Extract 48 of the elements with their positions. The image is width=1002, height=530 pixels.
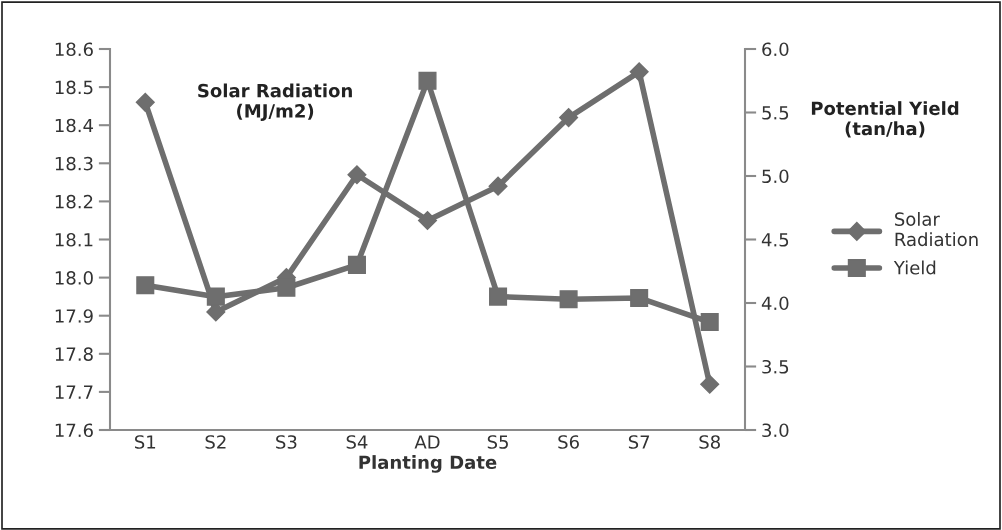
point bbox=[700, 313, 719, 332]
y2-tick-label: 5.5 bbox=[762, 106, 789, 120]
y2-tick-label: 4.0 bbox=[761, 296, 789, 311]
y-tick-label: 18.3 bbox=[55, 156, 93, 171]
y2-tick-label: 3.0 bbox=[762, 423, 789, 438]
point bbox=[630, 288, 649, 307]
y2-tick-label: 3.5 bbox=[762, 359, 789, 374]
legend-label: Yield bbox=[893, 260, 936, 275]
x-tick-label: S3 bbox=[276, 435, 297, 449]
y-tick-label: 18.5 bbox=[55, 80, 93, 95]
point bbox=[488, 176, 508, 196]
y2-tick-label: 6.0 bbox=[762, 42, 789, 57]
y-tick-label: 17.6 bbox=[55, 423, 93, 438]
point bbox=[559, 108, 579, 128]
point bbox=[347, 255, 366, 274]
x-tick-label: S7 bbox=[628, 435, 650, 449]
point bbox=[136, 276, 155, 295]
point bbox=[418, 71, 437, 90]
point bbox=[629, 62, 649, 82]
y2-tick-label: 5.0 bbox=[762, 169, 789, 184]
x-axis-title: Planting Date bbox=[359, 455, 497, 473]
x-tick-label: S2 bbox=[205, 435, 226, 449]
y-tick-label: 18.6 bbox=[55, 42, 93, 57]
y-tick-label: 18.2 bbox=[55, 194, 93, 209]
x-tick-label: S1 bbox=[134, 435, 156, 449]
point bbox=[489, 287, 508, 306]
x-tick-label: S4 bbox=[346, 435, 368, 449]
y-tick-label: 18.4 bbox=[55, 118, 94, 133]
legend-label: Solar Radiation bbox=[895, 212, 978, 247]
x-tick-label: AD bbox=[414, 435, 440, 449]
x-tick-label: S8 bbox=[699, 435, 720, 449]
y-tick-label: 18.1 bbox=[55, 232, 93, 247]
point bbox=[277, 278, 296, 297]
y-axis-title: Solar Radiation (MJ/m2) bbox=[198, 83, 352, 122]
y-tick-label: 17.7 bbox=[55, 385, 93, 399]
y-tick-label: 17.8 bbox=[55, 347, 93, 361]
point bbox=[206, 287, 225, 306]
x-tick-label: S6 bbox=[558, 435, 579, 449]
point bbox=[347, 165, 367, 185]
point bbox=[559, 290, 578, 309]
point bbox=[417, 210, 438, 230]
point bbox=[700, 374, 720, 394]
x-tick-label: S5 bbox=[487, 435, 508, 449]
point bbox=[135, 92, 155, 112]
y2-tick-label: 4.5 bbox=[761, 233, 789, 247]
y-tick-label: 17.9 bbox=[55, 309, 93, 323]
y-tick-label: 18.0 bbox=[55, 271, 93, 285]
y2-axis-title: Potential Yield (tan/ha) bbox=[811, 101, 959, 138]
